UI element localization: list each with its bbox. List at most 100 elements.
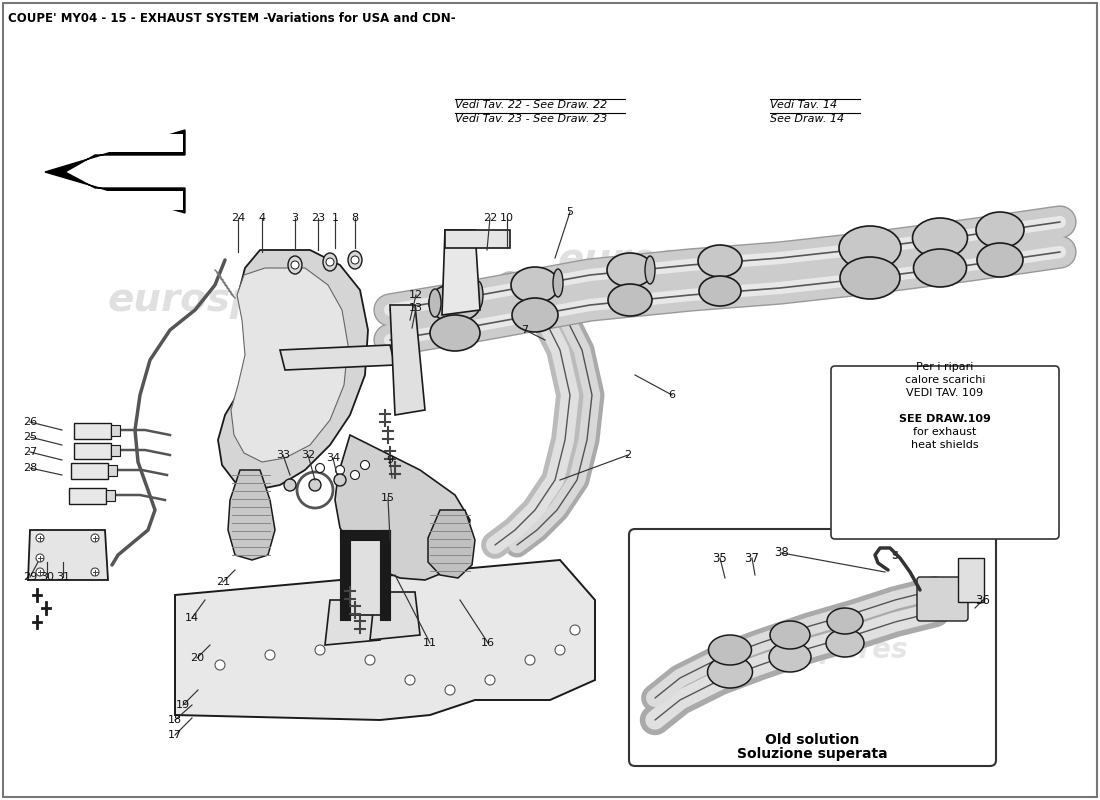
Ellipse shape [977, 243, 1023, 277]
Ellipse shape [708, 635, 751, 665]
Polygon shape [97, 191, 183, 210]
Polygon shape [228, 470, 275, 560]
Ellipse shape [707, 656, 752, 688]
Text: 36: 36 [976, 594, 990, 606]
Text: 13: 13 [409, 303, 424, 313]
Circle shape [485, 675, 495, 685]
Text: 15: 15 [381, 493, 395, 503]
Text: eurospares: eurospares [627, 581, 873, 619]
FancyBboxPatch shape [629, 529, 996, 766]
Polygon shape [428, 510, 475, 578]
Text: 7: 7 [521, 325, 529, 335]
Ellipse shape [698, 245, 742, 277]
Text: SEE DRAW.109: SEE DRAW.109 [899, 414, 991, 424]
Polygon shape [341, 535, 389, 615]
Ellipse shape [839, 226, 901, 270]
Circle shape [315, 645, 324, 655]
Text: 21: 21 [216, 577, 230, 587]
Text: 32: 32 [301, 450, 315, 460]
Ellipse shape [827, 608, 864, 634]
Text: 30: 30 [40, 572, 54, 582]
Text: Old solution: Old solution [764, 733, 859, 747]
Circle shape [36, 554, 44, 562]
Polygon shape [45, 130, 185, 213]
Text: 31: 31 [56, 572, 70, 582]
FancyBboxPatch shape [110, 425, 120, 435]
Circle shape [316, 463, 324, 473]
FancyBboxPatch shape [110, 445, 120, 455]
Polygon shape [97, 134, 183, 152]
Polygon shape [442, 230, 480, 315]
Circle shape [91, 534, 99, 542]
Text: 28: 28 [23, 463, 37, 473]
Text: 27: 27 [23, 447, 37, 457]
Text: 18: 18 [168, 715, 183, 725]
Text: 33: 33 [276, 450, 290, 460]
Text: 24: 24 [231, 213, 245, 223]
Circle shape [326, 258, 334, 266]
Text: 25: 25 [23, 432, 37, 442]
Ellipse shape [698, 276, 741, 306]
Text: 8: 8 [351, 213, 359, 223]
Ellipse shape [473, 281, 483, 309]
Circle shape [284, 479, 296, 491]
Text: 17: 17 [168, 730, 183, 740]
Circle shape [214, 660, 225, 670]
Circle shape [405, 675, 415, 685]
Ellipse shape [323, 253, 337, 271]
Text: 1: 1 [331, 213, 339, 223]
Polygon shape [231, 268, 348, 462]
Circle shape [36, 534, 44, 542]
Text: 20: 20 [190, 653, 205, 663]
Text: 34: 34 [326, 453, 340, 463]
Text: eurospares: eurospares [557, 241, 803, 279]
Text: 12: 12 [409, 290, 424, 300]
Text: calore scarichi: calore scarichi [904, 375, 986, 385]
Text: Per i ripari: Per i ripari [916, 362, 974, 372]
Circle shape [351, 256, 359, 264]
Text: See Draw. 14: See Draw. 14 [770, 114, 844, 124]
FancyBboxPatch shape [72, 463, 108, 479]
Text: 14: 14 [185, 613, 199, 623]
FancyBboxPatch shape [74, 443, 111, 459]
Ellipse shape [913, 249, 967, 287]
Text: Vedi Tav. 23 - See Draw. 23: Vedi Tav. 23 - See Draw. 23 [455, 114, 607, 124]
Ellipse shape [645, 256, 654, 284]
FancyBboxPatch shape [108, 465, 117, 475]
Circle shape [265, 650, 275, 660]
Ellipse shape [429, 284, 481, 322]
Polygon shape [446, 230, 510, 248]
Text: for exhaust: for exhaust [913, 427, 977, 437]
Ellipse shape [512, 298, 558, 332]
Circle shape [570, 625, 580, 635]
Circle shape [361, 461, 370, 470]
FancyBboxPatch shape [917, 577, 968, 621]
Ellipse shape [608, 284, 652, 316]
Circle shape [292, 261, 299, 269]
Circle shape [351, 470, 360, 479]
Text: 11: 11 [424, 638, 437, 648]
Circle shape [309, 479, 321, 491]
Polygon shape [370, 592, 420, 640]
Text: Vedi Tav. 22 - See Draw. 22: Vedi Tav. 22 - See Draw. 22 [455, 100, 607, 110]
Circle shape [91, 568, 99, 576]
Text: 35: 35 [713, 551, 727, 565]
Text: 6: 6 [669, 390, 675, 400]
Ellipse shape [826, 629, 864, 657]
Text: 26: 26 [23, 417, 37, 427]
Text: 3: 3 [292, 213, 298, 223]
Polygon shape [324, 600, 380, 645]
Circle shape [365, 655, 375, 665]
Text: 2: 2 [625, 450, 631, 460]
Ellipse shape [553, 269, 563, 297]
Circle shape [556, 645, 565, 655]
Ellipse shape [430, 315, 480, 351]
Ellipse shape [607, 253, 653, 287]
Text: 22: 22 [483, 213, 497, 223]
FancyBboxPatch shape [830, 366, 1059, 539]
Circle shape [36, 568, 44, 576]
Text: heat shields: heat shields [911, 440, 979, 450]
Text: COUPE' MY04 - 15 - EXHAUST SYSTEM -Variations for USA and CDN-: COUPE' MY04 - 15 - EXHAUST SYSTEM -Varia… [8, 12, 455, 25]
Ellipse shape [770, 621, 810, 649]
Text: 9: 9 [386, 455, 394, 465]
